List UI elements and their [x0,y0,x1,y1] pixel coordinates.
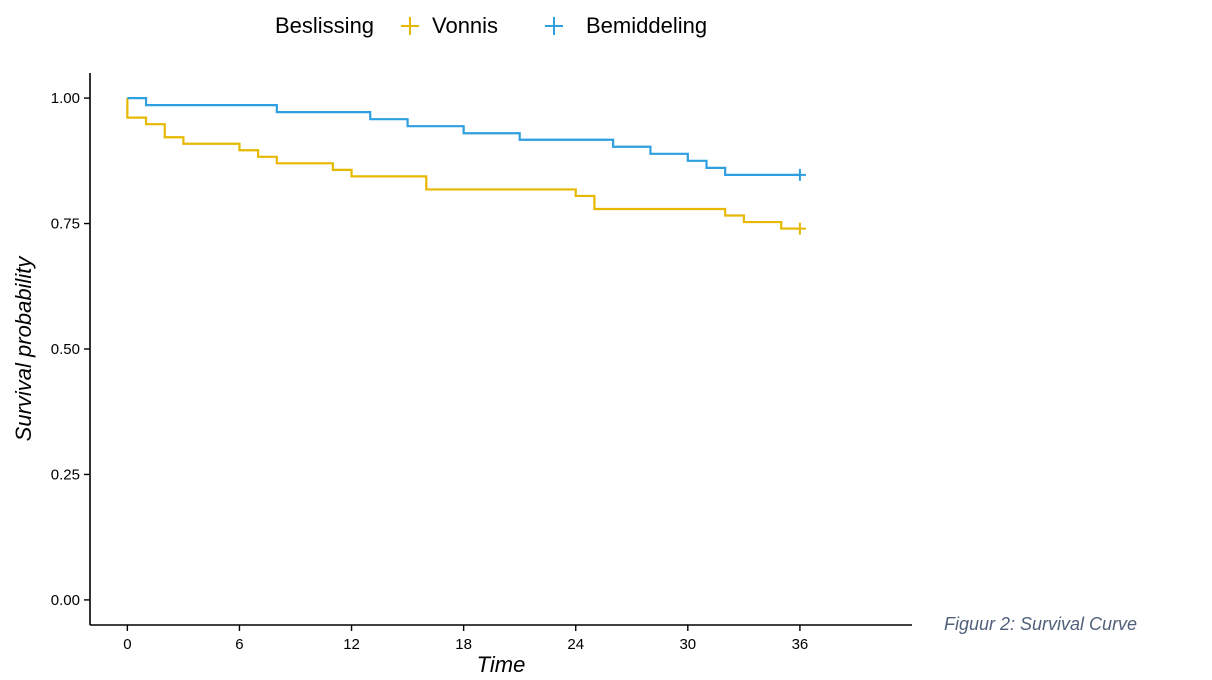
legend-key-vonnis [401,17,419,35]
legend-label-vonnis: Vonnis [432,13,498,38]
legend-label-bemiddeling: Bemiddeling [586,13,707,38]
figure-caption: Figuur 2: Survival Curve [944,614,1138,634]
x-tick-label: 0 [123,636,131,653]
y-axis-title: Survival probability [11,255,36,442]
legend-title: Beslissing [275,13,374,38]
legend-key-bemiddeling [545,17,563,35]
x-tick-label: 30 [679,636,696,653]
censor-mark [793,168,806,181]
y-tick-label: 0.75 [51,216,80,233]
y-tick-label: 1.00 [51,90,80,107]
x-tick-label: 18 [455,636,472,653]
x-tick-label: 12 [343,636,360,653]
x-tick-label: 36 [792,636,809,653]
y-tick-label: 0.50 [51,341,80,358]
x-tick-label: 6 [235,636,243,653]
y-tick-label: 0.00 [51,592,80,609]
survival-curve-vonnis [126,98,800,230]
x-axis-title: Time [477,652,526,677]
survival-curve-bemiddeling [127,96,800,176]
y-tick-label: 0.25 [51,466,80,483]
legend: Beslissing Vonnis Bemiddeling [275,13,707,38]
censor-mark [793,222,806,235]
x-tick-label: 24 [567,636,584,653]
